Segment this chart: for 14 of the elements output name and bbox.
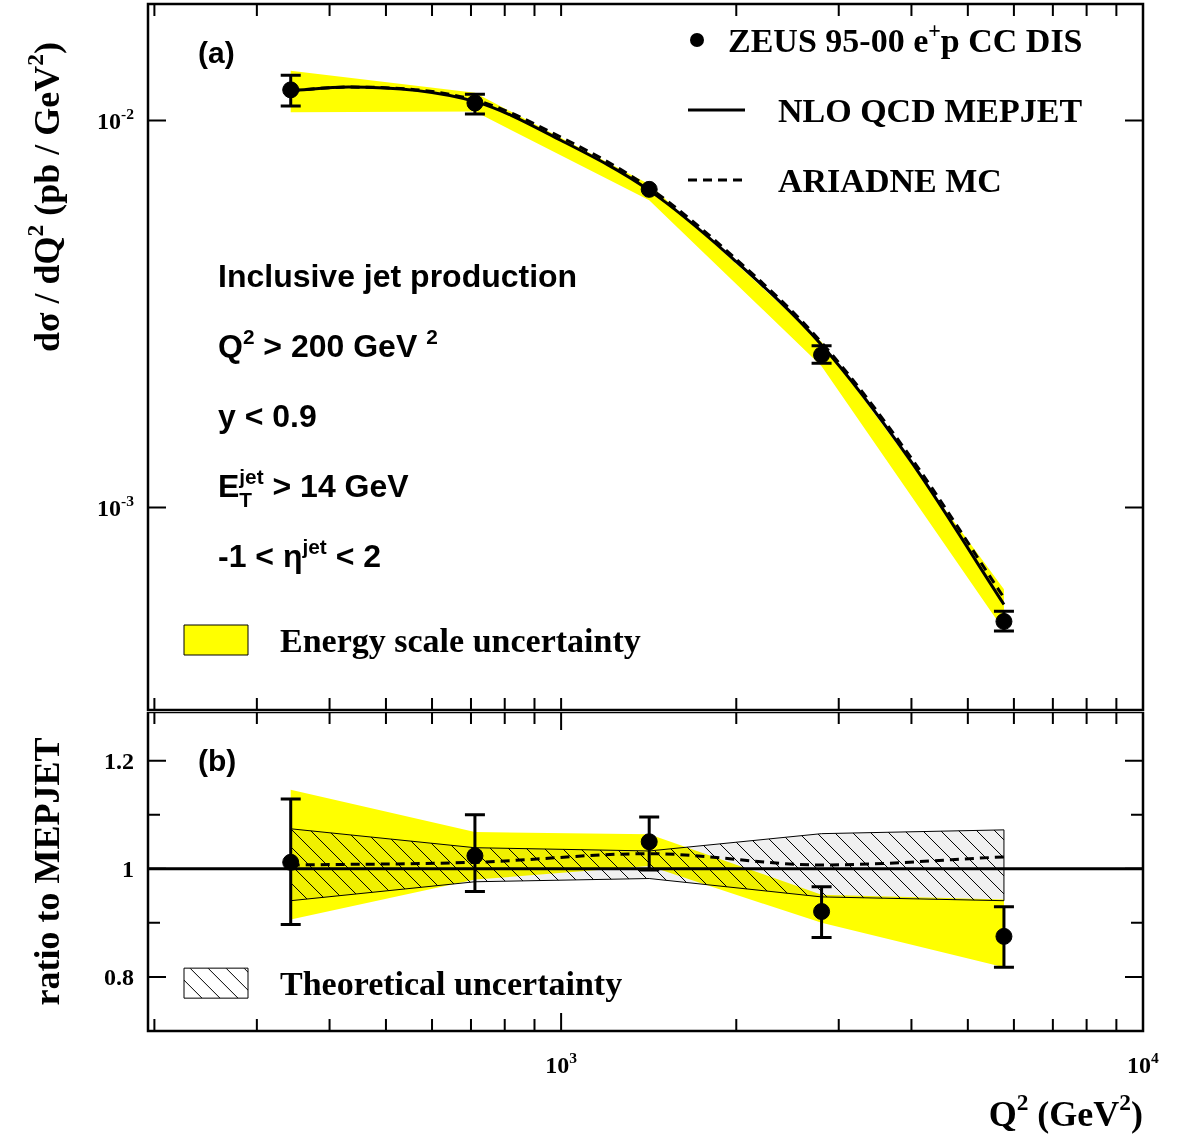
y-tick-label: 1.2: [104, 748, 134, 775]
legend-label: NLO QCD MEPJET: [778, 91, 1083, 129]
legend-label: ARIADNE MC: [778, 161, 1002, 199]
legend-label: Energy scale uncertainty: [280, 621, 641, 659]
y-tick-label: 0.8: [104, 964, 134, 991]
annotation: (a): [198, 35, 235, 69]
annotation: Inclusive jet production: [218, 258, 578, 295]
y-axis-title: dσ / dQ2 (pb / GeV2): [22, 41, 67, 353]
y-tick-label: 1: [122, 856, 134, 883]
annotation: (b): [198, 743, 237, 777]
legend-label: ZEUS 95-00 e+p CC DIS: [728, 17, 1083, 59]
annotation: y < 0.9: [218, 398, 317, 435]
legend-label: Theoretical uncertainty: [280, 965, 623, 1003]
y-axis-title: ratio to MEPJET: [26, 737, 67, 1006]
